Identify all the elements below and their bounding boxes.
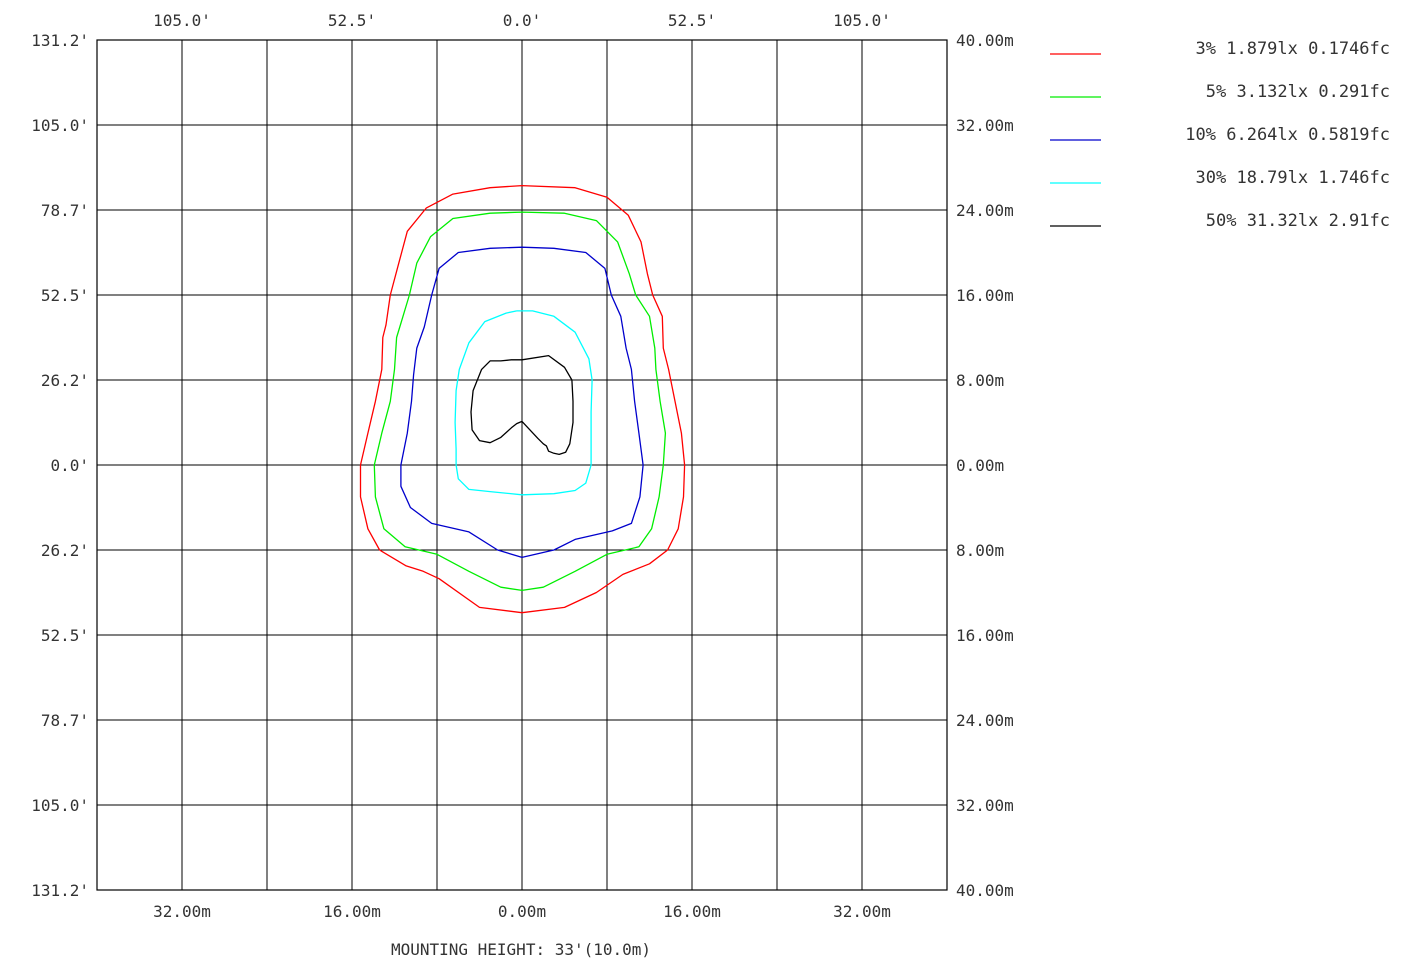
top-tick-label: 52.5' [668,11,716,30]
left-tick-label: 131.2' [31,31,89,50]
bottom-tick-label: 16.00m [323,902,381,921]
right-tick-label: 24.00m [956,201,1014,220]
legend-entry: 30% 18.79lx 1.746fc [1196,168,1390,188]
contour-line-3 [400,246,644,559]
top-tick-label: 52.5' [328,11,376,30]
left-tick-label: 52.5' [41,626,89,645]
top-tick-label: 105.0' [153,11,211,30]
top-tick-label: 0.0' [503,11,542,30]
mounting-height-label: MOUNTING HEIGHT: 33'(10.0m) [391,940,651,959]
right-tick-label: 16.00m [956,626,1014,645]
left-tick-label: 105.0' [31,116,89,135]
right-tick-label: 8.00m [956,541,1004,560]
bottom-tick-label: 32.00m [153,902,211,921]
legend-entry: 10% 6.264lx 0.5819fc [1185,125,1390,145]
left-tick-label: 0.0' [50,456,89,475]
right-tick-label: 0.00m [956,456,1004,475]
right-tick-label: 40.00m [956,881,1014,900]
axis-tick-labels: 105.0' 52.5' 0.0' 52.5' 105.0' 32.00m 16.00m 0.… [31,11,1014,921]
right-tick-label: 8.00m [956,371,1004,390]
left-tick-label: 26.2' [41,541,89,560]
right-tick-label: 16.00m [956,286,1014,305]
left-tick-label: 131.2' [31,881,89,900]
contour-line-2 [373,211,667,592]
right-tick-label: 24.00m [956,711,1014,730]
left-tick-label: 78.7' [41,711,89,730]
contour-lines [359,184,686,614]
legend-entry: 5% 3.132lx 0.291fc [1206,82,1390,102]
bottom-tick-label: 32.00m [833,902,891,921]
legend: 3% 1.879lx 0.1746fc 5% 3.132lx 0.291fc 10%… [1050,39,1390,231]
grid-lines [96,39,948,891]
plot-border [96,39,948,891]
left-tick-label: 52.5' [41,286,89,305]
contour-line-1 [359,184,686,614]
plot-frame [96,39,948,891]
right-tick-label: 32.00m [956,116,1014,135]
contour-line-5 [470,354,574,456]
legend-entry: 3% 1.879lx 0.1746fc [1196,39,1390,59]
left-tick-label: 26.2' [41,371,89,390]
right-tick-label: 40.00m [956,31,1014,50]
left-tick-label: 78.7' [41,201,89,220]
right-tick-label: 32.00m [956,796,1014,815]
bottom-tick-label: 16.00m [663,902,721,921]
left-tick-label: 105.0' [31,796,89,815]
legend-entry: 50% 31.32lx 2.91fc [1206,211,1390,231]
top-tick-label: 105.0' [833,11,891,30]
contour-line-4 [454,310,593,496]
bottom-tick-label: 0.00m [498,902,546,921]
